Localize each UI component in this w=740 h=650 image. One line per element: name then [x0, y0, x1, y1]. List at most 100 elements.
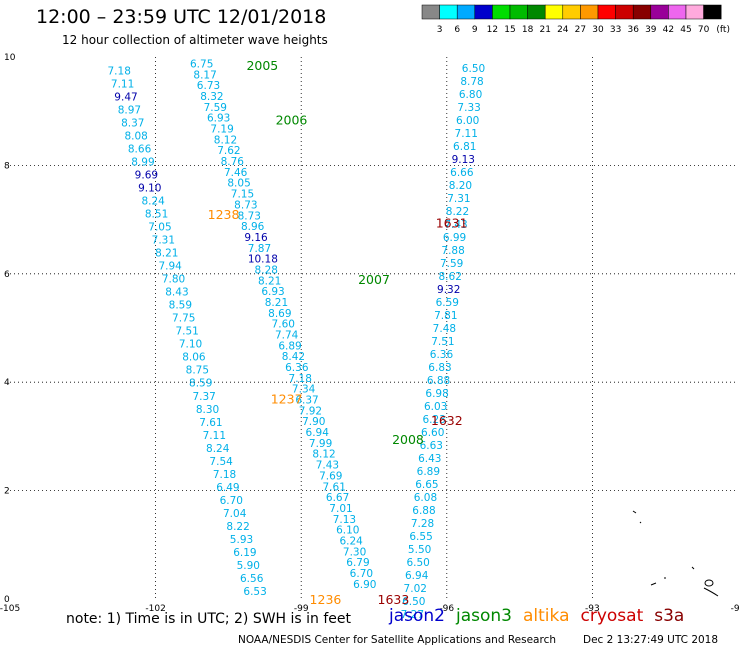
swh-value-label: 7.74 [275, 330, 299, 342]
y-tick-label: 6 [4, 270, 10, 280]
swh-value-label: 8.06 [182, 352, 206, 364]
swh-value-label: 8.99 [131, 157, 154, 169]
swh-value-label: 8.59 [169, 300, 192, 312]
legend-satellite: s3a [654, 606, 685, 626]
y-tick-label: 0 [4, 595, 10, 605]
coastline-fragment [703, 587, 719, 597]
swh-value-label: 6.89 [417, 466, 440, 478]
swh-value-label: 6.88 [412, 505, 435, 517]
swh-value-label: 6.88 [427, 375, 450, 387]
swh-value-label: 8.20 [449, 180, 472, 192]
swh-value-label: 7.19 [210, 124, 233, 136]
pass-time-label: 1633 [378, 592, 410, 607]
swh-value-label: 6.60 [421, 427, 444, 439]
swh-value-label: 8.96 [241, 221, 265, 233]
swh-value-label: 8.24 [141, 196, 165, 208]
swh-value-label: 6.90 [353, 579, 376, 591]
swh-value-label: 8.32 [200, 91, 223, 103]
pass-time-label: 2005 [246, 58, 278, 73]
footnote: note: 1) Time is in UTC; 2) SWH is in fe… [66, 611, 352, 627]
swh-value-label: 8.24 [206, 443, 230, 455]
swh-value-label: 9.32 [437, 284, 460, 296]
swh-value-label: 6.93 [261, 286, 284, 298]
x-tick-label: -96 [439, 604, 454, 614]
footer-timestamp: Dec 2 13:27:49 UTC 2018 [583, 634, 719, 646]
swh-value-label: 6.50 [406, 557, 429, 569]
swh-value-label: 7.99 [309, 438, 332, 450]
swh-value-label: 8.30 [196, 404, 219, 416]
y-tick-label: 4 [4, 378, 10, 388]
swh-value-label: 8.22 [446, 206, 469, 218]
swh-value-label: 7.11 [111, 79, 134, 91]
swh-value-label: 8.28 [255, 264, 278, 276]
swh-value-label: 7.15 [231, 189, 254, 201]
colorbar-tick-label: 15 [504, 25, 515, 35]
swh-value-label: 6.94 [306, 427, 330, 439]
swh-value-label: 8.42 [282, 351, 305, 363]
colorbar-tick-label: 42 [663, 25, 674, 35]
swh-value-label: 7.90 [302, 416, 325, 428]
swh-value-label: 7.59 [440, 258, 463, 270]
y-tick-label: 10 [4, 53, 16, 63]
swh-value-label: 6.81 [453, 141, 476, 153]
swh-value-label: 7.33 [457, 102, 480, 114]
swh-value-label: 6.03 [424, 401, 447, 413]
swh-value-label: 7.43 [444, 219, 467, 231]
swh-value-label: 6.80 [459, 89, 482, 101]
legend-satellite: jason2 [389, 606, 445, 626]
swh-value-label: 6.49 [216, 482, 239, 494]
swh-value-label: 8.21 [258, 275, 281, 287]
pass-time-label: 1238 [208, 207, 240, 222]
swh-value-label: 6.37 [295, 395, 318, 407]
colorbar-tick-label: 6 [454, 25, 460, 35]
swh-value-label: 6.10 [336, 525, 359, 537]
swh-value-label: 7.62 [217, 145, 240, 157]
swh-value-label: 6.83 [428, 362, 451, 374]
swh-value-label: 8.21 [265, 297, 288, 309]
swh-value-label: 6.63 [420, 440, 443, 452]
swh-value-label: 8.37 [121, 118, 144, 130]
legend-satellite: altika [523, 606, 570, 626]
swh-value-label: 6.79 [346, 557, 369, 569]
swh-value-label: 7.81 [434, 310, 457, 322]
swh-value-label: 7.75 [172, 313, 195, 325]
colorbar-legend: 3 6 9 12 15 18 21 24 27 30 33 36 39 42 45 70 (ft) [421, 4, 730, 35]
swh-value-label: 6.43 [418, 453, 441, 465]
swh-value-label: 8.73 [238, 210, 261, 222]
swh-value-label: 7.11 [203, 430, 226, 442]
pass-time-label: 1236 [310, 592, 342, 607]
swh-value-label: 8.05 [227, 178, 250, 190]
swh-value-label: 9.47 [114, 92, 137, 104]
swh-value-label: 8.12 [214, 134, 237, 146]
x-tick-label: -93 [585, 604, 600, 614]
x-tick-label: -90 [731, 604, 740, 614]
swh-value-label: 8.17 [193, 69, 216, 81]
swh-value-label: 7.31 [152, 235, 175, 247]
colorbar-tick-label: 18 [522, 25, 534, 35]
swh-value-label: 8.62 [439, 271, 462, 283]
satellite-legend: jason2 jason3 altika cryosat s3a [389, 606, 695, 626]
swh-value-label: 7.18 [108, 66, 131, 78]
colorbar-swatch [703, 4, 722, 20]
swh-value-label: 7.34 [292, 384, 316, 396]
swh-value-label: 6.56 [240, 573, 264, 585]
swh-value-label: 7.59 [204, 102, 227, 114]
swh-value-label: 6.50 [462, 63, 485, 75]
swh-value-label: 10.18 [248, 254, 278, 266]
colorbar-tick-label: 21 [539, 25, 550, 35]
swh-value-label: 7.04 [223, 508, 247, 520]
swh-value-label: 7.46 [224, 167, 248, 179]
swh-value-label: 7.54 [209, 456, 233, 468]
swh-value-label: 8.08 [124, 131, 147, 143]
swh-value-label: 7.51 [175, 326, 198, 338]
page-subtitle: 12 hour collection of altimeter wave hei… [62, 33, 328, 47]
swh-value-label: 6.53 [243, 586, 266, 598]
swh-value-label: 6.66 [450, 167, 474, 179]
swh-value-label: 8.73 [234, 199, 257, 211]
pass-time-label: 2007 [358, 272, 390, 287]
swh-value-label: 8.51 [145, 209, 168, 221]
swh-value-label: 8.66 [128, 144, 152, 156]
swh-value-label: 6.50 [402, 596, 425, 608]
swh-value-label: 8.97 [118, 105, 141, 117]
